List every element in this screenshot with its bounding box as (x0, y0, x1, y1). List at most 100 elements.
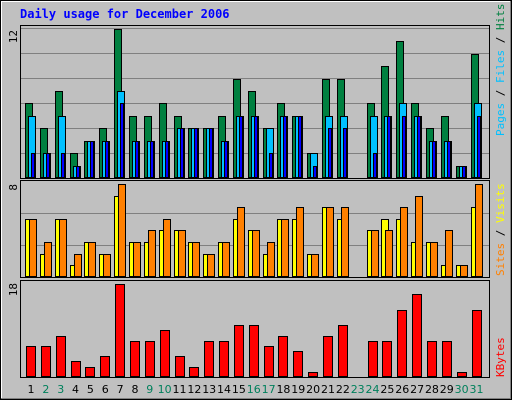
bar-sites-day-7 (118, 184, 126, 277)
bar-kbytes-day-27 (412, 294, 422, 377)
day-label-25: 25 (380, 383, 394, 396)
bar-kbytes-day-5 (85, 367, 95, 377)
bar-kbytes-day-22 (338, 325, 348, 377)
day-label-5: 5 (87, 383, 94, 396)
bar-pages-day-27 (417, 116, 421, 178)
legend-visits: Visits (494, 183, 507, 223)
panel-visits-legend: Sites / Visits (494, 183, 507, 276)
bar-kbytes-day-20 (308, 372, 318, 377)
bar-kbytes-day-25 (382, 341, 392, 377)
bar-pages-day-30 (462, 166, 466, 178)
bar-pages-day-15 (239, 116, 243, 178)
bar-sites-day-26 (400, 207, 408, 277)
day-label-28: 28 (425, 383, 439, 396)
bar-pages-day-4 (76, 166, 80, 178)
day-label-24: 24 (366, 383, 380, 396)
bar-sites-day-10 (163, 219, 171, 277)
bar-sites-day-31 (475, 184, 483, 277)
bar-pages-day-31 (477, 116, 481, 178)
bar-pages-day-1 (31, 153, 35, 178)
legend-pages: Pages (494, 103, 507, 136)
bar-sites-day-5 (88, 242, 96, 277)
panel-hits-ymax-label: 12 (7, 30, 20, 43)
bar-sites-day-24 (371, 230, 379, 277)
day-label-7: 7 (117, 383, 124, 396)
day-label-12: 12 (187, 383, 201, 396)
bar-pages-day-26 (402, 116, 406, 178)
bar-sites-day-29 (445, 230, 453, 277)
bar-sites-day-13 (207, 254, 215, 277)
bar-sites-day-8 (133, 242, 141, 277)
day-label-17: 17 (262, 383, 276, 396)
bar-sites-day-30 (460, 265, 468, 277)
bar-pages-day-10 (165, 141, 169, 178)
legend-sep-2: / (494, 30, 507, 50)
legend-kbytes: KBytes (494, 337, 507, 377)
bar-sites-day-12 (192, 242, 200, 277)
bar-kbytes-day-11 (175, 356, 185, 377)
legend-files: Files (494, 50, 507, 83)
bar-kbytes-day-3 (56, 336, 66, 377)
day-label-23: 23 (351, 383, 365, 396)
bar-kbytes-day-28 (427, 341, 437, 377)
bar-kbytes-day-14 (219, 341, 229, 377)
bar-pages-day-9 (150, 141, 154, 178)
legend-sep-1: / (494, 83, 507, 103)
bar-kbytes-day-9 (145, 341, 155, 377)
bar-kbytes-day-19 (293, 351, 303, 377)
bar-kbytes-day-21 (323, 336, 333, 377)
legend-sep-3: / (494, 223, 507, 243)
bar-sites-day-21 (326, 207, 334, 277)
bar-pages-day-24 (373, 153, 377, 178)
day-label-14: 14 (217, 383, 231, 396)
bar-kbytes-day-13 (204, 341, 214, 377)
bar-sites-day-25 (385, 230, 393, 277)
day-label-30: 30 (455, 383, 469, 396)
bar-sites-day-14 (222, 242, 230, 277)
bar-pages-day-6 (105, 141, 109, 178)
bar-pages-day-28 (432, 141, 436, 178)
day-label-20: 20 (306, 383, 320, 396)
panel-visits-ymax-label: 8 (7, 184, 20, 191)
bar-pages-day-13 (209, 128, 213, 178)
bar-kbytes-day-8 (130, 341, 140, 377)
bar-pages-day-11 (180, 128, 184, 178)
day-label-10: 10 (158, 383, 172, 396)
bar-pages-day-17 (269, 153, 273, 178)
bar-pages-day-18 (283, 116, 287, 178)
bar-pages-day-7 (120, 103, 124, 178)
bar-pages-day-2 (46, 153, 50, 178)
day-label-19: 19 (291, 383, 305, 396)
bar-kbytes-day-29 (442, 341, 452, 377)
bar-kbytes-day-1 (26, 346, 36, 377)
bar-pages-day-21 (328, 128, 332, 178)
bar-sites-day-4 (74, 254, 82, 277)
bar-kbytes-day-24 (368, 341, 378, 377)
panel-hits-legend: Pages / Files / Hits (494, 4, 507, 137)
bar-sites-day-2 (44, 242, 52, 277)
bar-kbytes-day-2 (41, 346, 51, 377)
legend-hits: Hits (494, 4, 507, 31)
bar-sites-day-18 (281, 219, 289, 277)
bar-sites-day-6 (103, 254, 111, 277)
bar-pages-day-16 (254, 116, 258, 178)
day-label-21: 21 (321, 383, 335, 396)
bar-kbytes-day-4 (71, 361, 81, 377)
bar-pages-day-19 (298, 116, 302, 178)
day-label-16: 16 (247, 383, 261, 396)
day-label-11: 11 (173, 383, 187, 396)
bar-sites-day-16 (252, 230, 260, 277)
bar-pages-day-5 (90, 141, 94, 178)
day-label-15: 15 (232, 383, 246, 396)
bar-pages-day-12 (194, 128, 198, 178)
bar-kbytes-day-15 (234, 325, 244, 377)
bar-sites-day-19 (296, 207, 304, 277)
day-label-9: 9 (146, 383, 153, 396)
bar-pages-day-8 (135, 141, 139, 178)
day-labels: 1 2 3 4 5 6 7 8 9 10 11 12 13 14 15 16 17 18 19 20 21 22 23 24 2… (28, 383, 484, 396)
day-label-1: 1 (28, 383, 35, 396)
bar-kbytes-day-17 (264, 346, 274, 377)
bar-sites-day-27 (415, 196, 423, 277)
panel-kbytes-legend: KBytes (494, 337, 507, 377)
